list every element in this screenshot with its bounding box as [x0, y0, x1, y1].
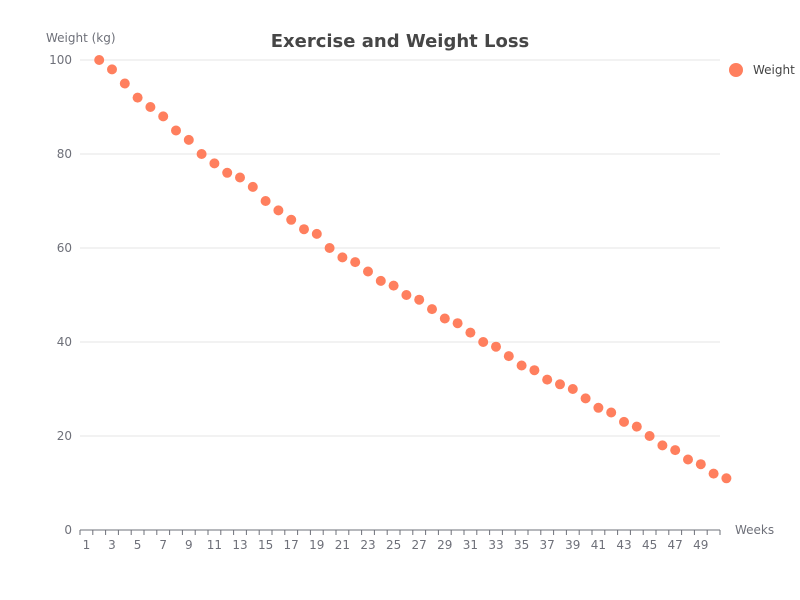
x-tick-label: 21	[335, 538, 350, 552]
data-point[interactable]	[145, 102, 156, 112]
x-tick-label: 31	[463, 538, 478, 552]
data-point[interactable]	[580, 393, 591, 404]
data-point[interactable]	[209, 158, 220, 169]
x-tick-label: 3	[108, 538, 116, 552]
data-point[interactable]	[695, 459, 706, 470]
data-point[interactable]	[606, 407, 617, 418]
data-point[interactable]	[619, 416, 629, 427]
x-tick-label: 29	[437, 538, 452, 552]
y-axis-title: Weight (kg)	[46, 31, 116, 45]
data-point[interactable]	[452, 318, 463, 329]
data-point[interactable]	[350, 257, 361, 268]
data-point[interactable]	[375, 275, 386, 286]
data-point[interactable]	[478, 337, 489, 347]
data-point[interactable]	[555, 379, 565, 390]
data-point[interactable]	[567, 384, 578, 394]
data-point[interactable]	[273, 205, 284, 216]
data-point[interactable]	[158, 111, 169, 122]
data-point[interactable]	[593, 402, 604, 413]
x-tick-label: 45	[642, 538, 657, 552]
data-point[interactable]	[94, 55, 105, 65]
data-point[interactable]	[503, 351, 514, 362]
data-point[interactable]	[542, 374, 553, 385]
data-point[interactable]	[439, 313, 450, 324]
x-tick-label: 15	[258, 538, 273, 552]
data-point[interactable]	[311, 228, 322, 239]
data-point[interactable]	[132, 92, 143, 103]
data-point[interactable]	[401, 290, 412, 300]
data-point[interactable]	[388, 280, 399, 291]
data-point[interactable]	[721, 473, 732, 484]
data-point[interactable]	[171, 125, 181, 136]
data-point[interactable]	[529, 365, 540, 376]
legend-marker-weight	[729, 63, 743, 77]
data-point[interactable]	[465, 327, 476, 338]
x-tick-label: 1	[83, 538, 91, 552]
x-tick-label: 37	[540, 538, 555, 552]
x-tick-label: 11	[207, 538, 222, 552]
x-tick-label: 49	[693, 538, 708, 552]
data-point[interactable]	[235, 172, 245, 183]
x-tick-label: 47	[668, 538, 683, 552]
x-tick-label: 7	[159, 538, 167, 552]
x-tick-label: 43	[616, 538, 631, 552]
x-tick-label: 19	[309, 538, 324, 552]
x-axis-title: Weeks	[735, 523, 774, 537]
data-point[interactable]	[260, 196, 271, 206]
data-point[interactable]	[337, 252, 348, 263]
data-point[interactable]	[516, 360, 527, 371]
chart-title: Exercise and Weight Loss	[270, 31, 530, 52]
data-point[interactable]	[324, 243, 335, 253]
data-point[interactable]	[708, 468, 719, 479]
data-point[interactable]	[107, 64, 117, 75]
x-tick-label: 27	[412, 538, 427, 552]
y-tick-label: 60	[57, 241, 72, 255]
x-tick-label: 33	[488, 538, 503, 552]
data-point[interactable]	[119, 78, 130, 89]
data-point[interactable]	[683, 454, 693, 465]
x-tick-label: 25	[386, 538, 401, 552]
x-tick-label: 41	[591, 538, 606, 552]
y-tick-label: 0	[64, 523, 72, 537]
data-point[interactable]	[286, 214, 297, 225]
y-tick-label: 100	[49, 53, 72, 67]
data-point[interactable]	[657, 440, 668, 451]
x-tick-label: 5	[134, 538, 142, 552]
data-point[interactable]	[247, 181, 258, 192]
data-point[interactable]	[363, 266, 373, 277]
y-tick-label: 20	[57, 429, 72, 443]
data-point[interactable]	[299, 224, 309, 235]
x-tick-label: 9	[185, 538, 193, 552]
data-point[interactable]	[414, 294, 425, 305]
data-point[interactable]	[196, 149, 207, 159]
legend[interactable]: Weight	[729, 63, 795, 77]
grid-lines	[80, 59, 720, 437]
x-tick-label: 35	[514, 538, 529, 552]
data-point[interactable]	[183, 134, 194, 145]
data-point[interactable]	[222, 167, 233, 178]
legend-label-weight: Weight	[753, 63, 795, 77]
x-tick-label: 23	[360, 538, 375, 552]
data-point[interactable]	[670, 445, 681, 456]
y-tick-label: 80	[57, 147, 72, 161]
x-tick-label: 17	[284, 538, 299, 552]
data-point[interactable]	[631, 421, 642, 432]
data-point[interactable]	[427, 304, 437, 315]
x-tick-label: 13	[232, 538, 247, 552]
data-points	[94, 55, 732, 484]
data-point[interactable]	[491, 341, 501, 352]
y-tick-label: 40	[57, 335, 72, 349]
data-point[interactable]	[644, 431, 655, 441]
x-tick-label: 39	[565, 538, 580, 552]
